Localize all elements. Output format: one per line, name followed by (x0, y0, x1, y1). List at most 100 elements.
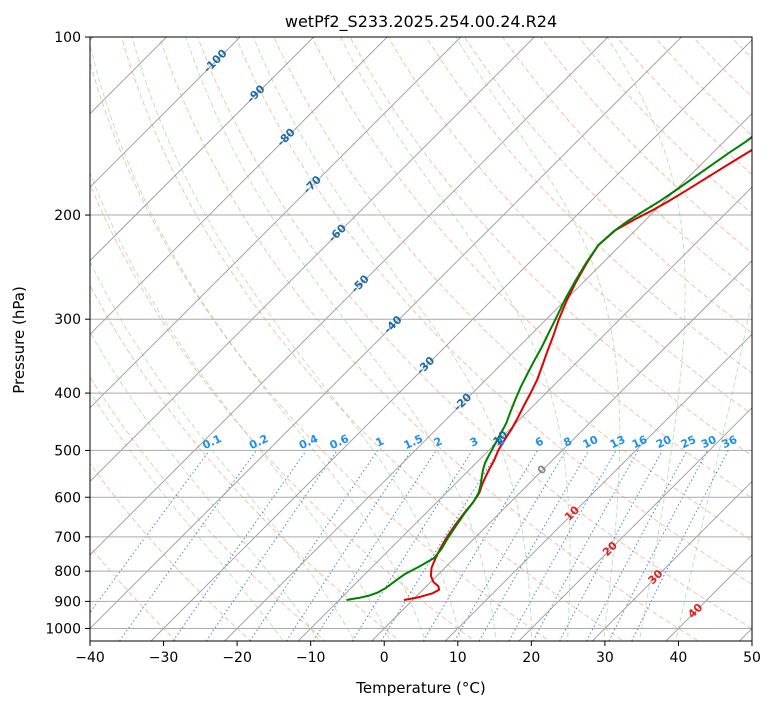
mixing-ratio-label: 1.5 (402, 432, 425, 452)
moist-adiabat-line (90, 391, 284, 641)
isotherm-label: -100 (201, 47, 230, 76)
y-tick-label: 1000 (45, 621, 81, 637)
mixing-ratio-label: 3 (468, 435, 480, 450)
y-tick-label: 400 (54, 386, 81, 402)
mixing-ratio-line (532, 450, 639, 641)
moist-adiabat-line (252, 37, 533, 641)
isotherm-line (665, 554, 752, 641)
x-tick-label: 10 (449, 650, 467, 666)
moist-adiabat-line (131, 37, 462, 641)
plot-frame (89, 36, 753, 642)
mixing-ratio-line (90, 450, 211, 614)
isotherm-label: 10 (562, 503, 582, 523)
y-tick-label: 700 (54, 530, 81, 546)
isotherm-label: 20 (600, 539, 620, 559)
dewpoint-profile-line (346, 135, 752, 601)
isotherm-line (738, 627, 752, 641)
isotherm-line (444, 333, 752, 641)
x-tick-label: −10 (296, 650, 326, 666)
mixing-ratio-line (586, 450, 688, 641)
dry-adiabat-line (121, 37, 625, 641)
x-axis: −40 −30 −20 −10 0 10 20 30 40 50 (75, 641, 761, 666)
mixing-ratio-line (422, 450, 539, 641)
dry-adiabat-line (463, 37, 752, 334)
dry-adiabat-line (273, 37, 752, 542)
mixing-ratio-line (453, 450, 567, 641)
dry-adiabat-line (159, 37, 700, 641)
isotherm-label: 0 (535, 462, 550, 477)
x-axis-title: Temperature (°C) (355, 679, 485, 697)
mixing-ratio-label: 2 (432, 435, 444, 450)
isotherm-line (90, 37, 168, 115)
isotherm-label: -80 (275, 125, 298, 148)
moist-adiabat-line (455, 37, 621, 641)
isotherm-line (150, 39, 752, 641)
isotherm-label: -50 (349, 272, 372, 295)
moist-adiabat-line (606, 37, 686, 641)
background-lines (90, 11, 775, 653)
mixing-ratio-label: 25 (679, 433, 698, 451)
dry-adiabat-line (235, 37, 752, 585)
dry-adiabat-line (501, 37, 752, 294)
mixing-ratio-label: 36 (720, 433, 740, 451)
moist-adiabat-line (339, 37, 571, 641)
chart-title: wetPf2_S233.2025.254.00.24.R24 (285, 12, 557, 32)
x-tick-label: −40 (75, 650, 105, 666)
mixing-ratio-line (508, 450, 617, 641)
isotherm-line (90, 37, 609, 556)
y-tick-label: 200 (54, 208, 81, 224)
dry-adiabat-line (387, 37, 752, 415)
mixing-ratio-label: 0.1 (200, 432, 223, 452)
dry-adiabat-line (90, 60, 550, 641)
y-tick-label: 900 (54, 594, 81, 610)
isotherm-line (90, 37, 683, 630)
mixing-ratio-label: 8 (562, 435, 574, 450)
isotherm-line (223, 112, 752, 641)
dry-adiabat-line (90, 462, 252, 641)
isotherm-line (518, 407, 752, 641)
x-tick-label: 30 (596, 650, 614, 666)
mixing-ratio-line (559, 450, 663, 641)
mixing-ratio-label: 0.2 (247, 432, 270, 452)
mixing-ratio-line (285, 450, 412, 641)
mixing-ratio-label: 0.4 (297, 432, 320, 452)
y-axis-title: Pressure (hPa) (10, 286, 28, 394)
isotherm-label: -30 (414, 354, 437, 377)
isotherm-line (90, 37, 241, 188)
moist-adiabat-line (675, 295, 752, 641)
isotherm-line (90, 37, 388, 335)
isotherm-line (371, 260, 752, 641)
isotherm-label: 30 (646, 567, 666, 587)
y-axis: 1000 900 800 700 600 500 400 300 200 100 (45, 30, 90, 637)
moist-adiabat-line (185, 37, 497, 641)
moist-adiabat-line (90, 42, 426, 641)
x-tick-label: −20 (222, 650, 252, 666)
dry-adiabat-line (90, 183, 476, 641)
mixing-ratio-label: 1 (374, 435, 386, 450)
x-tick-label: −30 (149, 650, 179, 666)
mixing-ratio-line (312, 450, 437, 641)
dry-adiabat-line (90, 284, 401, 641)
isotherm-label: 40 (685, 601, 705, 621)
x-tick-label: 20 (522, 650, 540, 666)
dry-adiabat-line (744, 11, 775, 653)
isotherm-label: -90 (244, 82, 267, 105)
moist-adiabat-line (90, 331, 320, 641)
dry-adiabat-line (540, 37, 752, 254)
isotherm-line (90, 37, 535, 482)
dry-adiabat-line (730, 37, 752, 59)
mixing-ratio-line (172, 450, 307, 641)
moist-adiabat-line (90, 172, 391, 641)
mixing-ratio-label: 10 (581, 433, 601, 451)
dry-adiabat-line (90, 546, 177, 641)
series-lines (346, 135, 752, 601)
dry-adiabat-line (578, 37, 752, 215)
y-tick-label: 300 (54, 312, 81, 328)
y-tick-label: 800 (54, 564, 81, 580)
isotherm-line (591, 480, 752, 641)
mixing-ratio-line (205, 450, 338, 641)
isotherm-label: -10 (487, 428, 510, 451)
y-tick-label: 100 (54, 30, 81, 46)
isotherm-line (297, 186, 752, 641)
